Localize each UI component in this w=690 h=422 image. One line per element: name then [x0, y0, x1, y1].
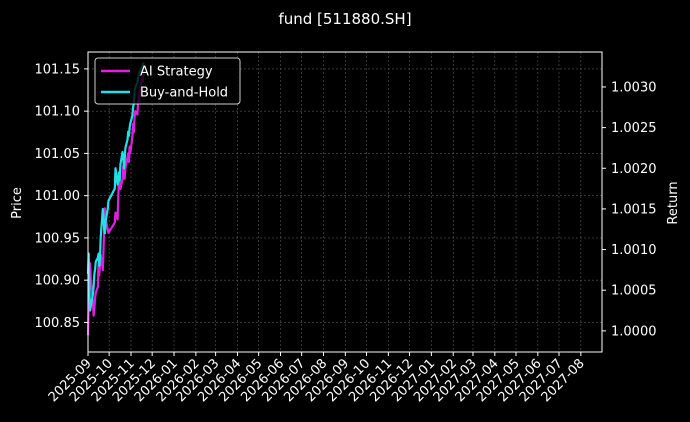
y-tick-label: 100.90 — [35, 274, 81, 289]
y-tick-label: 101.00 — [35, 189, 81, 204]
legend-box — [94, 57, 241, 105]
y2-tick-label: 1.0010 — [611, 243, 657, 258]
y2-tick-label: 1.0015 — [611, 202, 657, 217]
y2-tick-label: 1.0020 — [611, 162, 657, 177]
y-axis-right: 1.0000 1.0005 1.0010 1.0015 1.0020 1.0025 1.00… — [602, 80, 657, 339]
y2-tick-label: 1.0025 — [611, 121, 657, 136]
y-tick-label: 101.05 — [35, 147, 81, 162]
y-axis-left: 100.85 100.90 100.95 101.00 101.05 101.10 101.… — [35, 62, 88, 331]
y2-tick-label: 1.0005 — [611, 284, 657, 299]
y2-axis-title: Return — [666, 181, 681, 224]
y-tick-label: 100.95 — [35, 231, 81, 246]
legend-label: AI Strategy — [140, 65, 213, 80]
legend-label: Buy-and-Hold — [140, 86, 228, 101]
y2-tick-label: 1.0000 — [611, 324, 657, 339]
legend: AI Strategy Buy-and-Hold — [94, 57, 241, 105]
y-tick-label: 101.15 — [35, 62, 81, 77]
chart-title: fund [511880.SH] — [278, 10, 411, 28]
y-axis-title: Price — [10, 187, 25, 219]
y-tick-label: 101.10 — [35, 105, 81, 120]
y-tick-label: 100.85 — [35, 316, 81, 331]
y2-tick-label: 1.0030 — [611, 80, 657, 95]
series-line-ai-strategy — [86, 73, 145, 336]
